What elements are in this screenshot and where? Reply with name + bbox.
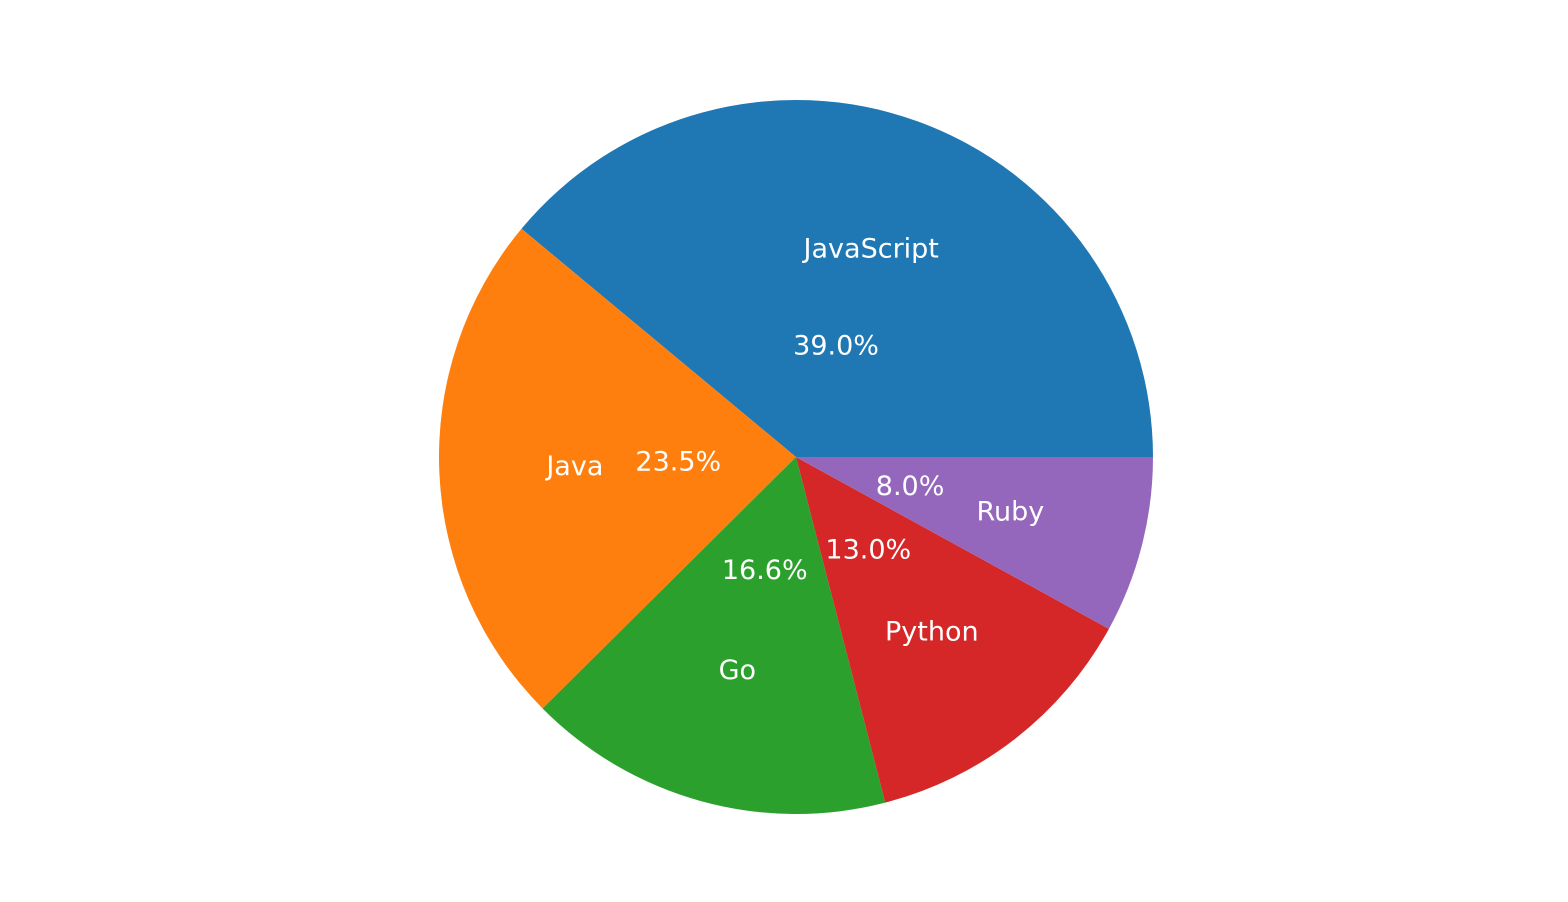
slice-label-python: Python bbox=[885, 616, 979, 647]
slice-label-javascript: JavaScript bbox=[802, 233, 939, 264]
pie-slice-javascript bbox=[521, 99, 1153, 457]
pie-slice-java bbox=[439, 228, 796, 709]
pie-labels: JavaScript 39.0% Java 23.5% Go 16.6% Python 13.… bbox=[544, 233, 1044, 686]
pie-slices bbox=[439, 99, 1153, 814]
slice-percent-javascript: 39.0% bbox=[793, 331, 879, 362]
slice-label-ruby: Ruby bbox=[977, 496, 1045, 527]
slice-percent-python: 13.0% bbox=[825, 535, 911, 566]
pie-slice-ruby bbox=[796, 457, 1153, 629]
pie-slice-python bbox=[796, 457, 1109, 803]
slice-percent-go: 16.6% bbox=[722, 555, 808, 586]
slice-percent-ruby: 8.0% bbox=[876, 471, 945, 502]
slice-label-java: Java bbox=[544, 451, 603, 482]
pie-slice-go bbox=[542, 457, 886, 814]
slice-label-go: Go bbox=[719, 655, 756, 686]
slice-percent-java: 23.5% bbox=[635, 447, 721, 478]
